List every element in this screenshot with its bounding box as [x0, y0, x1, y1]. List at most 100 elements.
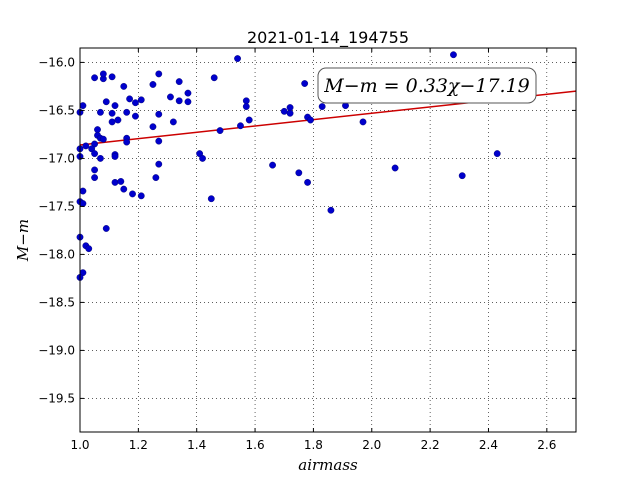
data-point — [304, 178, 311, 186]
data-point — [79, 187, 87, 195]
data-point — [245, 116, 253, 124]
data-point — [450, 51, 457, 59]
data-point — [91, 174, 98, 182]
y-axis-label: M−m — [14, 219, 32, 262]
plot-frame — [79, 47, 577, 433]
data-point — [155, 160, 163, 168]
data-point — [126, 95, 134, 103]
data-point — [94, 126, 101, 134]
data-point — [117, 178, 125, 185]
x-axis-label: airmass — [298, 456, 358, 474]
data-point — [155, 110, 163, 118]
y-tick-label: −17.0 — [38, 151, 75, 165]
data-point — [155, 137, 163, 145]
y-tick-label: −17.5 — [38, 199, 75, 213]
data-point — [210, 74, 218, 82]
x-tick-label: 2.6 — [537, 438, 556, 452]
data-point — [111, 178, 119, 186]
data-point — [108, 118, 116, 126]
data-point — [184, 98, 192, 106]
fit-annotation: M−m = 0.33χ−17.19 — [317, 67, 537, 104]
data-point — [199, 154, 206, 162]
data-point — [102, 225, 110, 232]
data-point — [129, 190, 136, 198]
data-point — [91, 166, 98, 174]
data-point — [286, 104, 294, 111]
data-point — [120, 185, 128, 193]
data-point — [280, 107, 288, 115]
data-point — [111, 102, 119, 110]
data-point — [391, 164, 399, 172]
x-tick-label: 2.0 — [362, 438, 381, 452]
data-point — [85, 245, 93, 253]
data-point — [137, 96, 145, 104]
data-point — [97, 108, 104, 116]
data-point — [91, 150, 98, 158]
data-point — [242, 103, 250, 110]
data-point — [91, 74, 98, 82]
x-tick-label: 2.4 — [479, 438, 498, 452]
points-layer — [76, 51, 501, 281]
data-point — [307, 116, 314, 124]
fit-annotation-text: M−m = 0.33χ−17.19 — [323, 75, 530, 97]
data-point — [108, 73, 116, 81]
grid — [79, 48, 576, 432]
tick-labels: 1.0 1.2 1.4 1.6 1.8 2.0 2.2 2.4 2.6 −16.0 −16.5 −17… — [38, 55, 556, 452]
data-point — [120, 83, 128, 90]
data-point — [301, 80, 309, 87]
data-point — [234, 55, 241, 62]
data-point — [216, 127, 224, 134]
data-point — [114, 116, 122, 124]
data-point — [295, 169, 303, 177]
data-point — [184, 89, 192, 97]
data-point — [111, 153, 119, 160]
y-tick-label: −19.5 — [38, 391, 75, 405]
data-point — [207, 195, 215, 203]
y-tick-label: −16.5 — [38, 103, 75, 117]
data-point — [167, 93, 174, 101]
x-tick-label: 1.2 — [129, 438, 148, 452]
x-tick-label: 1.8 — [304, 438, 323, 452]
data-point — [155, 70, 163, 78]
data-point — [242, 97, 250, 105]
y-tick-label: −19.0 — [38, 343, 75, 357]
x-tick-label: 2.2 — [421, 438, 440, 452]
x-tick-label: 1.0 — [70, 438, 89, 452]
data-point — [286, 109, 294, 117]
chart-title: 2021-01-14_194755 — [247, 28, 409, 48]
data-point — [493, 150, 501, 158]
ticks — [79, 48, 576, 432]
data-point — [175, 78, 183, 86]
data-point — [99, 135, 107, 143]
data-point — [102, 98, 110, 106]
y-tick-label: −18.0 — [38, 247, 75, 261]
data-point — [169, 118, 177, 126]
data-point — [108, 109, 116, 117]
data-point — [123, 138, 131, 146]
data-point — [152, 174, 160, 182]
data-point — [132, 99, 139, 107]
data-point — [99, 70, 107, 78]
data-point — [149, 81, 157, 88]
data-point — [97, 154, 104, 162]
data-point — [123, 108, 131, 116]
x-tick-label: 1.6 — [246, 438, 265, 452]
data-point — [79, 200, 87, 207]
plot-background — [80, 48, 576, 432]
x-tick-label: 1.4 — [187, 438, 206, 452]
data-point — [132, 112, 139, 120]
data-point — [237, 122, 244, 130]
data-point — [137, 192, 145, 200]
data-point — [318, 103, 326, 110]
y-tick-label: −18.5 — [38, 295, 75, 309]
data-point — [79, 102, 87, 110]
data-point — [82, 142, 90, 150]
data-point — [359, 118, 367, 126]
y-tick-label: −16.0 — [38, 55, 75, 69]
data-point — [269, 161, 276, 169]
data-point — [327, 206, 335, 214]
data-point — [458, 172, 466, 180]
data-point — [149, 123, 157, 131]
data-point — [175, 97, 183, 105]
